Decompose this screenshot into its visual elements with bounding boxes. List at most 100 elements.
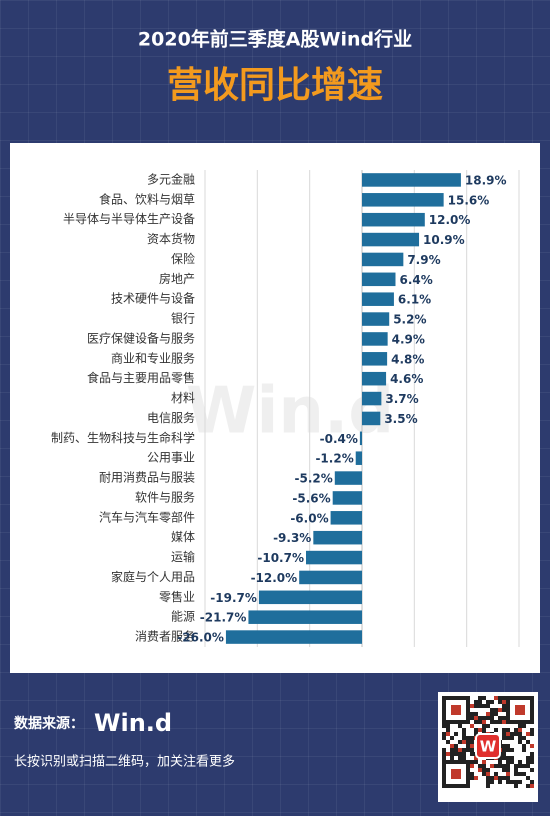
value-label: 3.7% — [385, 392, 418, 406]
bar — [258, 590, 362, 605]
qr-module — [518, 780, 522, 784]
qr-module — [478, 764, 482, 768]
qr-module — [470, 760, 474, 764]
qr-module — [458, 756, 462, 760]
qr-module — [450, 748, 454, 752]
qr-module — [502, 700, 506, 704]
bar — [306, 550, 362, 565]
qr-module — [474, 728, 478, 732]
qr-module — [442, 752, 446, 756]
value-label: -1.2% — [315, 452, 353, 466]
qr-module — [530, 756, 534, 760]
qr-module — [482, 760, 486, 764]
qr-module — [442, 736, 446, 740]
qr-module — [506, 768, 510, 772]
qr-module — [498, 760, 502, 764]
qr-module — [514, 732, 518, 736]
value-label: 12.0% — [429, 213, 471, 227]
qr-module — [498, 716, 502, 720]
value-label: 6.4% — [399, 273, 432, 287]
qr-module — [502, 764, 506, 768]
qr-module — [486, 712, 490, 716]
qr-module — [494, 712, 498, 716]
value-label: -21.7% — [200, 611, 247, 625]
qr-module — [490, 716, 494, 720]
qr-module — [442, 756, 446, 760]
qr-module — [526, 740, 530, 744]
value-label: -12.0% — [251, 571, 298, 585]
qr-module — [446, 740, 450, 744]
value-label: 4.6% — [390, 372, 423, 386]
qr-module — [490, 780, 494, 784]
bar — [362, 371, 387, 386]
qr-module — [502, 716, 506, 720]
chart-subtitle: 营收同比增速 — [167, 65, 383, 106]
chart-title: 2020年前三季度A股Wind行业 — [138, 28, 412, 51]
value-label: 3.5% — [384, 412, 417, 426]
qr-module — [494, 772, 498, 776]
bar — [362, 232, 420, 247]
qr-module — [502, 728, 506, 732]
value-label: -19.7% — [210, 591, 257, 605]
qr-module — [462, 748, 466, 752]
qr-module — [506, 772, 510, 776]
qr-module — [502, 732, 506, 736]
qr-module — [486, 724, 490, 728]
bar — [362, 292, 394, 306]
footer-note: 长按识别或扫描二维码，加关注看更多 — [14, 754, 235, 770]
qr-module — [522, 724, 526, 728]
qr-module — [482, 768, 486, 772]
category-label: 制药、生物科技与生命科学 — [51, 430, 195, 445]
qr-module — [498, 776, 502, 780]
chart-panel — [10, 143, 540, 673]
qr-module — [474, 760, 478, 764]
qr-module — [470, 772, 474, 776]
qr-module — [450, 736, 454, 740]
value-label: 4.9% — [392, 332, 425, 346]
qr-module — [530, 784, 534, 788]
qr-module — [446, 728, 450, 732]
qr-finder — [442, 696, 470, 724]
qr-module — [478, 704, 482, 708]
qr-module — [518, 760, 522, 764]
qr-module — [526, 732, 530, 736]
qr-module — [514, 772, 518, 776]
category-label: 商业和专业服务 — [111, 350, 195, 365]
qr-module — [490, 700, 494, 704]
qr-finder — [442, 760, 470, 788]
qr-module — [514, 784, 518, 788]
bar — [359, 431, 362, 446]
bar — [362, 252, 404, 267]
qr-module — [482, 764, 486, 768]
qr-module — [470, 752, 474, 756]
qr-module — [514, 780, 518, 784]
value-label: 7.9% — [407, 253, 440, 267]
qr-module — [466, 740, 470, 744]
qr-module — [514, 728, 518, 732]
qr-module — [478, 696, 482, 700]
category-label: 家庭与个人用品 — [111, 569, 195, 584]
qr-module — [474, 732, 478, 736]
qr-module — [498, 780, 502, 784]
qr-module — [510, 736, 514, 740]
value-label: -6.0% — [290, 511, 328, 525]
bar — [248, 610, 362, 624]
qr-module — [450, 744, 454, 748]
qr-module — [518, 732, 522, 736]
category-label: 汽车与汽车零部件 — [99, 509, 195, 524]
qr-module — [510, 732, 514, 736]
qr-module — [458, 740, 462, 744]
qr-module — [462, 736, 466, 740]
qr-module — [526, 784, 530, 788]
qr-module — [442, 724, 446, 728]
category-label: 材料 — [171, 391, 195, 405]
bar — [313, 530, 362, 545]
bar — [334, 471, 362, 485]
qr-module — [494, 728, 498, 732]
qr-finder-core — [515, 705, 525, 715]
qr-module — [506, 736, 510, 740]
qr-module — [502, 744, 506, 748]
category-label: 消费者服务 — [135, 629, 195, 644]
